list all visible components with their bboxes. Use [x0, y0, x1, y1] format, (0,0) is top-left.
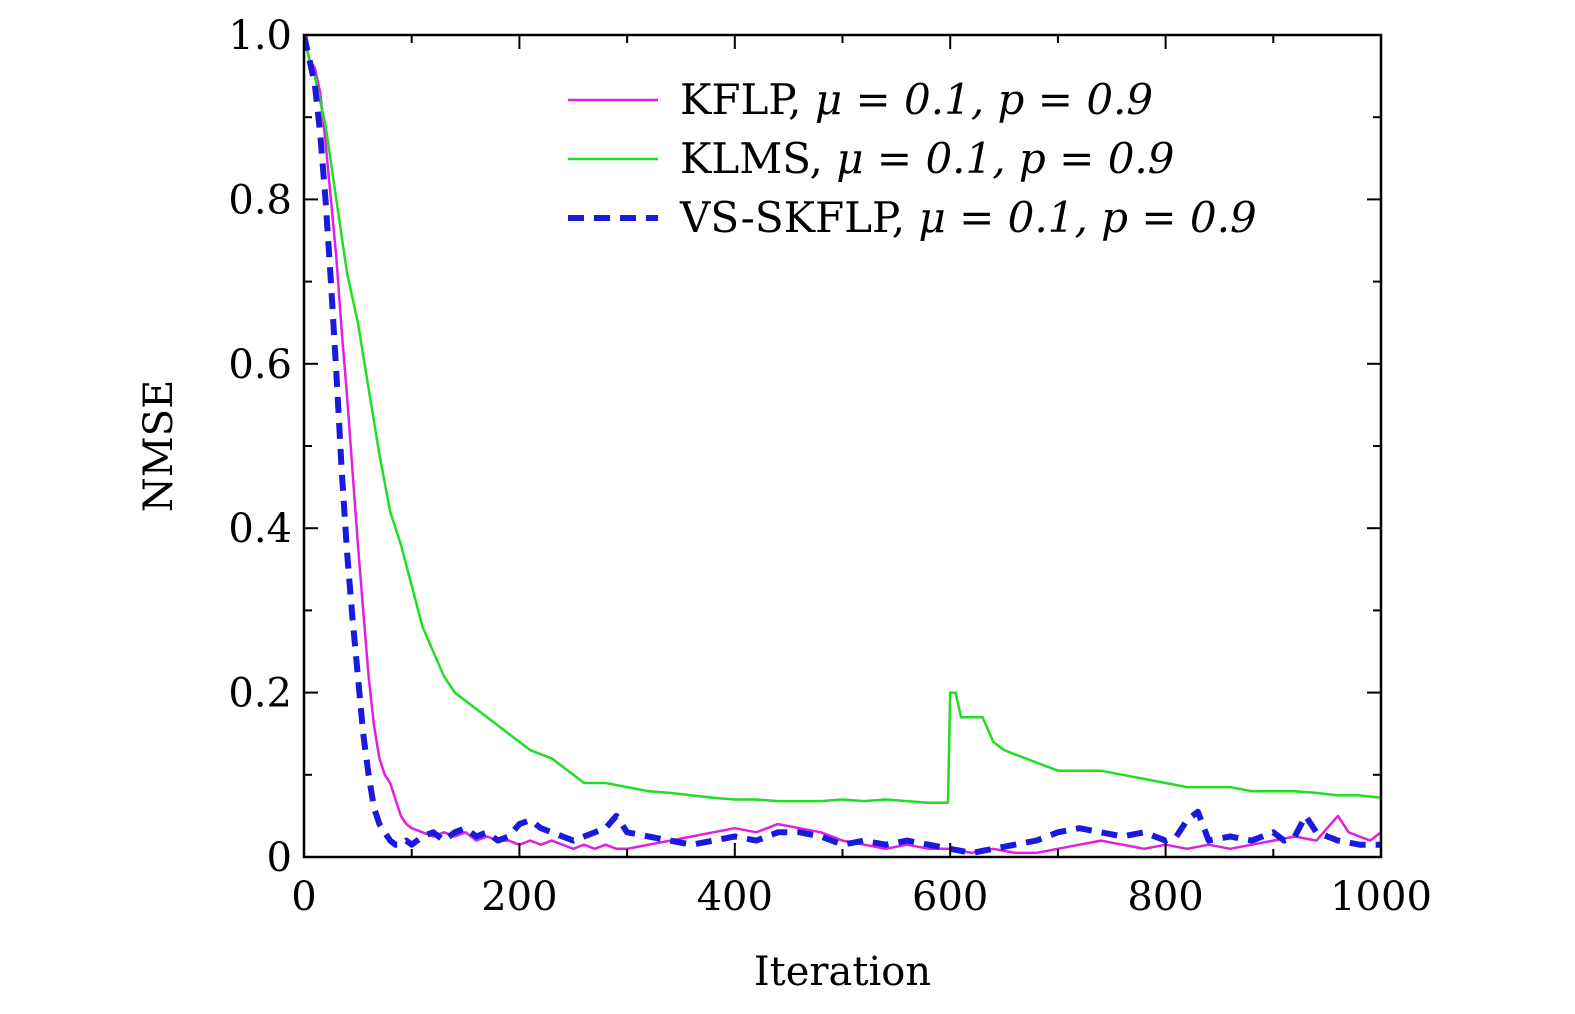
legend-params: μ = 0.1, p = 0.9: [836, 134, 1174, 183]
y-axis-label: NMSE: [136, 380, 182, 513]
legend-params: μ = 0.1, p = 0.9: [815, 75, 1153, 124]
x-tick-label: 400: [697, 874, 773, 920]
series-line-1: [304, 34, 1381, 855]
legend-method: KLMS,: [680, 134, 836, 183]
legend-entry-3: VS-SKFLP, μ = 0.1, p = 0.9: [679, 193, 1257, 242]
plot-area: [304, 34, 1381, 856]
x-tick-label: 200: [481, 874, 557, 920]
series-line-2: [304, 34, 1381, 804]
x-axis-label: Iteration: [754, 949, 931, 995]
x-tick-label: 600: [912, 874, 988, 920]
x-tick-label: 1000: [1330, 874, 1432, 920]
y-tick-label: 0: [267, 835, 292, 881]
y-tick-label: 0.8: [228, 177, 292, 223]
axis-ticks: 0 200 400 600 800 1000 0 0.2 0.4 0.6 0.8 1.0: [228, 13, 1432, 920]
legend-params: μ = 0.1, p = 0.9: [918, 193, 1256, 242]
y-tick-label: 1.0: [228, 13, 292, 59]
y-tick-label: 0.6: [228, 342, 292, 388]
x-tick-label: 800: [1127, 874, 1203, 920]
x-tick-label: 0: [291, 874, 316, 920]
y-tick-label: 0.4: [228, 506, 292, 552]
y-tick-label: 0.2: [228, 671, 292, 717]
legend-entry-1: KFLP, μ = 0.1, p = 0.9: [680, 75, 1153, 124]
legend-entry-2: KLMS, μ = 0.1, p = 0.9: [680, 134, 1175, 183]
legend-method: VS-SKFLP,: [679, 193, 918, 242]
legend-method: KFLP,: [680, 75, 815, 124]
